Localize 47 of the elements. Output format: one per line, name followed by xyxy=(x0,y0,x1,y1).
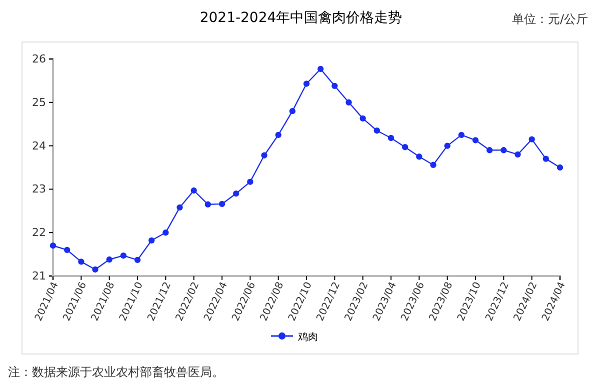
chart-title: 2021-2024年中国禽肉价格走势 xyxy=(200,10,402,26)
point xyxy=(50,242,56,249)
point xyxy=(134,256,141,264)
point xyxy=(190,187,197,194)
point xyxy=(472,137,479,144)
y-tick-label: 26 xyxy=(32,52,46,66)
point xyxy=(556,164,564,171)
point xyxy=(500,147,507,154)
legend-label: 鸡肉 xyxy=(297,332,318,343)
point xyxy=(275,132,282,138)
point xyxy=(247,178,254,185)
point xyxy=(458,132,465,138)
point xyxy=(303,80,310,87)
point xyxy=(430,162,436,168)
y-tick-label: 22 xyxy=(32,226,46,240)
point xyxy=(106,256,112,263)
point xyxy=(78,258,84,265)
point xyxy=(317,66,324,72)
point xyxy=(176,204,183,211)
text: 单位：元/公斤 xyxy=(512,12,588,26)
point xyxy=(416,154,422,160)
point xyxy=(289,108,296,114)
y-tick-label: 25 xyxy=(32,96,46,109)
point xyxy=(64,246,70,254)
point xyxy=(148,237,155,244)
point xyxy=(528,136,535,142)
point xyxy=(261,152,268,158)
point xyxy=(232,190,240,197)
point xyxy=(162,230,169,236)
point xyxy=(360,115,366,122)
point xyxy=(388,134,394,142)
point xyxy=(204,201,212,208)
y-tick-label: 24 xyxy=(32,139,46,152)
point xyxy=(346,99,352,106)
point xyxy=(486,147,493,154)
point xyxy=(514,151,521,158)
point xyxy=(374,128,380,134)
text: 注：数据来源于农业农村部畜牧兽医局。 xyxy=(8,365,224,379)
y-tick-label: 21 xyxy=(32,270,46,283)
point xyxy=(332,82,338,89)
point xyxy=(92,266,98,273)
point xyxy=(120,252,127,259)
point xyxy=(218,200,226,208)
y-tick-label: 23 xyxy=(32,182,46,196)
point xyxy=(444,142,450,149)
point xyxy=(542,156,550,162)
point xyxy=(402,144,408,150)
